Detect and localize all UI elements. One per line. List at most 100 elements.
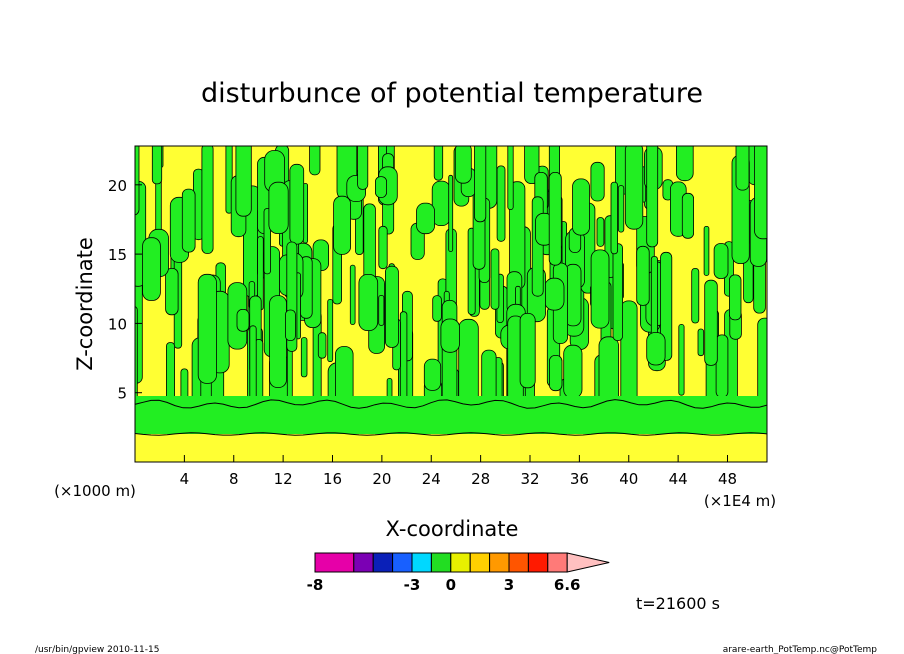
- x-tick-label: 40: [619, 470, 638, 488]
- x-tick-label: 24: [422, 470, 441, 488]
- negative-region: [201, 146, 214, 254]
- negative-region: [624, 146, 644, 230]
- negative-region: [423, 358, 442, 391]
- x-unit-right: (×1E4 m): [704, 492, 776, 510]
- negative-region: [384, 265, 399, 348]
- y-tick-label: 10: [108, 315, 127, 333]
- x-axis-label: X-coordinate: [386, 517, 519, 541]
- negative-region: [448, 174, 454, 252]
- negative-region: [236, 308, 250, 332]
- x-tick-label: 8: [229, 470, 239, 488]
- negative-region: [729, 274, 742, 321]
- negative-region: [715, 334, 729, 398]
- negative-region: [713, 243, 729, 279]
- negative-region: [703, 225, 710, 276]
- y-tick-label: 20: [108, 177, 127, 195]
- colorbar-segment: [527, 552, 549, 573]
- negative-region: [289, 163, 305, 245]
- negative-region: [309, 146, 321, 176]
- colorbar-arrow: [566, 552, 610, 573]
- negative-region: [181, 188, 196, 253]
- x-tick-label: 4: [180, 470, 190, 488]
- negative-region: [454, 146, 472, 184]
- negative-region: [300, 337, 308, 378]
- negative-region: [235, 146, 252, 217]
- negative-region: [142, 237, 161, 301]
- negative-region: [135, 146, 140, 216]
- negative-region: [620, 300, 638, 410]
- negative-region: [440, 318, 460, 353]
- negative-region: [590, 249, 610, 329]
- x-unit-left: (×1000 m): [54, 482, 136, 500]
- positive-band: [135, 434, 767, 462]
- colorbar: [314, 552, 610, 573]
- negative-region: [507, 146, 514, 210]
- negative-region: [432, 295, 442, 322]
- negative-region: [151, 146, 163, 185]
- colorbar-segment: [430, 552, 452, 573]
- negative-region: [269, 295, 287, 388]
- plot-frame: [134, 145, 768, 463]
- footer-left: /usr/bin/gpview 2010-11-15: [35, 645, 159, 654]
- negative-region: [563, 344, 583, 399]
- negative-region: [765, 148, 767, 167]
- x-axis: 4 8 12 16 20 24 28 32 36 40 44 48: [180, 455, 737, 488]
- colorbar-segment: [314, 552, 355, 573]
- positive-band-edge: [135, 432, 767, 436]
- x-tick-label: 32: [520, 470, 539, 488]
- colorbar-segment: [353, 552, 374, 573]
- negative-region: [617, 185, 625, 233]
- x-tick-label: 12: [274, 470, 293, 488]
- colorbar-tick-label: -8: [307, 576, 324, 594]
- negative-region: [268, 181, 289, 234]
- negative-region: [378, 294, 385, 326]
- x-tick-label: 48: [718, 470, 737, 488]
- colorbar-segment: [372, 552, 394, 573]
- negative-region: [735, 146, 750, 191]
- negative-region: [549, 354, 563, 392]
- negative-region: [285, 309, 296, 342]
- negative-region: [531, 196, 544, 297]
- negative-region: [490, 248, 500, 310]
- negative-region: [697, 328, 705, 357]
- colorbar-tick-label: 3: [504, 576, 514, 594]
- chart-title: disturbunce of potential temperature: [201, 78, 703, 109]
- negative-region: [544, 277, 565, 311]
- negative-region: [357, 146, 369, 190]
- negative-region: [691, 267, 700, 324]
- x-tick-label: 36: [570, 470, 589, 488]
- negative-region: [416, 202, 436, 235]
- negative-region: [165, 267, 179, 316]
- negative-region: [646, 146, 659, 248]
- y-tick-label: 5: [117, 385, 127, 403]
- negative-region: [610, 181, 618, 255]
- negative-region: [225, 146, 233, 214]
- negative-region: [333, 195, 352, 255]
- negative-region: [433, 146, 444, 181]
- negative-region: [548, 171, 562, 266]
- negative-region: [458, 318, 479, 407]
- negative-region: [757, 317, 767, 405]
- x-tick-label: 28: [471, 470, 490, 488]
- negative-region: [704, 279, 718, 366]
- negative-region: [768, 219, 780, 275]
- negative-region: [572, 178, 590, 236]
- negative-region: [378, 225, 388, 270]
- negative-region: [358, 273, 379, 331]
- negative-region: [496, 165, 506, 242]
- negative-region: [441, 299, 458, 408]
- negative-region: [135, 306, 138, 416]
- negative-region: [524, 146, 540, 184]
- negative-region: [249, 325, 257, 407]
- colorbar-segment: [392, 552, 413, 573]
- negative-region: [612, 243, 624, 341]
- negative-region: [596, 217, 605, 247]
- colorbar-tick-label: 0: [446, 576, 456, 594]
- time-label: t=21600 s: [636, 594, 720, 613]
- plot-area: [135, 146, 780, 462]
- y-tick-label: 15: [108, 246, 127, 264]
- y-axis: 5 10 15 20: [108, 177, 142, 403]
- x-tick-label: 16: [323, 470, 342, 488]
- negative-region: [590, 161, 605, 202]
